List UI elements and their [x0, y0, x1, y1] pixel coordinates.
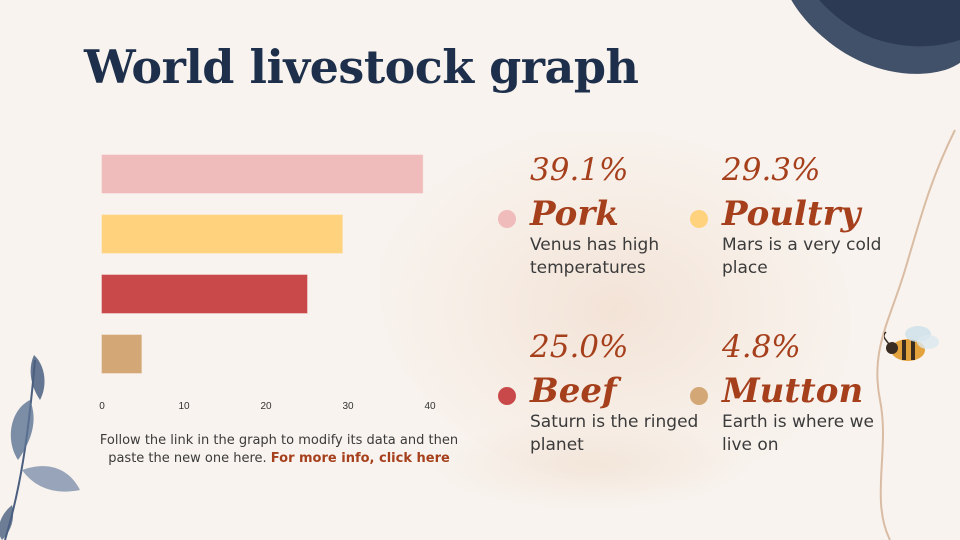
legend-dot [690, 210, 708, 228]
bar-mutton[interactable] [101, 334, 142, 374]
stat-name: Pork [530, 194, 619, 234]
bar-beef[interactable] [101, 274, 308, 314]
caption: Follow the link in the graph to modify i… [84, 432, 474, 468]
stat-pct: 4.8% [722, 329, 801, 365]
bee-icon [884, 326, 939, 361]
bar-poultry[interactable] [101, 214, 343, 254]
stat-desc: Venus has high temperatures [530, 235, 660, 278]
stat-name: Mutton [722, 371, 864, 411]
stat-name: Beef [530, 371, 617, 411]
line-decoration [876, 129, 956, 540]
x-tick-label: 40 [424, 401, 436, 412]
bar-pork[interactable] [101, 154, 424, 194]
x-tick-label: 20 [260, 401, 272, 412]
x-tick-label: 0 [99, 401, 105, 412]
x-tick-label: 10 [178, 401, 190, 412]
legend-dot [498, 387, 516, 405]
stat-desc: Earth is where we live on [722, 412, 874, 455]
stat-desc: Mars is a very cold place [722, 235, 882, 278]
bar-chart[interactable]: 0 10 20 30 40 [90, 145, 470, 425]
x-tick-label: 30 [342, 401, 354, 412]
legend-dot [690, 387, 708, 405]
page-title: World livestock graph [84, 40, 639, 94]
watercolor-wash [380, 130, 850, 490]
stat-pct: 25.0% [530, 329, 629, 365]
more-info-link[interactable]: For more info, click here [270, 451, 450, 466]
watercolor-wash-bottom [430, 420, 750, 510]
caption-text: Follow the link in the graph to modify i… [99, 433, 459, 466]
stat-pct: 29.3% [722, 152, 821, 188]
stat-name: Poultry [722, 194, 861, 234]
stat-desc: Saturn is the ringed planet [530, 412, 699, 455]
stat-pct: 39.1% [530, 152, 629, 188]
leaves-decoration [0, 355, 80, 540]
legend-dot [498, 210, 516, 228]
ink-blob-decoration [791, 0, 960, 74]
